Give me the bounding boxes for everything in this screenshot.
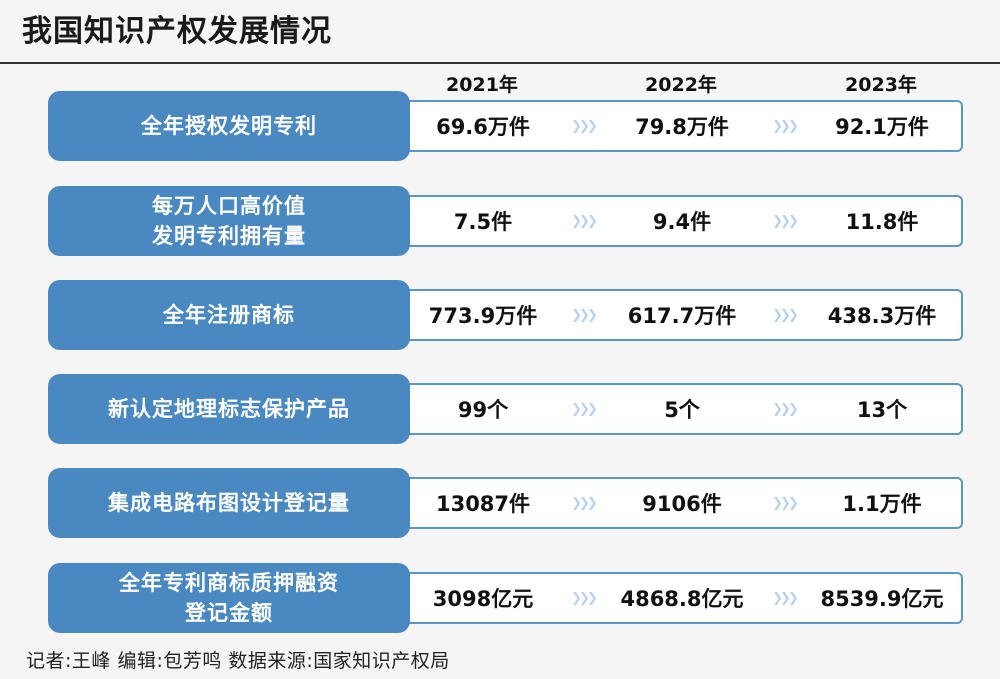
cell-value: 9.4件 <box>652 210 712 234</box>
table-row: 全年授权发明专利 69.6万件 79.8万件 92.1万件 ❯❯❯ ❯❯❯ <box>0 91 1000 161</box>
value-box <box>380 383 963 435</box>
chevron-arrow-icon: ❯❯❯ <box>571 590 598 606</box>
value-box <box>380 195 963 247</box>
footer-credits: 记者:王峰 编辑:包芳鸣 数据来源:国家知识产权局 <box>26 650 450 672</box>
chevron-arrow-icon: ❯❯❯ <box>571 495 598 511</box>
chevron-arrow-icon: ❯❯❯ <box>571 213 598 229</box>
chevron-arrow-icon: ❯❯❯ <box>571 401 598 417</box>
table-row: 每万人口高价值 发明专利拥有量 7.5件 9.4件 11.8件 ❯❯❯ ❯❯❯ <box>0 186 1000 256</box>
cell-value: 3098亿元 <box>432 587 534 611</box>
cell-value: 13个 <box>856 398 908 422</box>
row-label: 全年授权发明专利 <box>48 91 410 161</box>
value-box <box>380 572 963 624</box>
chevron-arrow-icon: ❯❯❯ <box>772 213 799 229</box>
table-row: 集成电路布图设计登记量 13087件 9106件 1.1万件 ❯❯❯ ❯❯❯ <box>0 468 1000 538</box>
row-label: 全年注册商标 <box>48 280 410 350</box>
chevron-arrow-icon: ❯❯❯ <box>772 590 799 606</box>
chevron-arrow-icon: ❯❯❯ <box>571 307 598 323</box>
table-row: 全年专利商标质押融资 登记金额 3098亿元 4868.8亿元 8539.9亿元 ❯❯❯… <box>0 563 1000 633</box>
value-box <box>380 477 963 529</box>
cell-value: 8539.9亿元 <box>820 587 944 611</box>
cell-value: 7.5件 <box>453 210 513 234</box>
chevron-arrow-icon: ❯❯❯ <box>772 307 799 323</box>
year-header-2022: 2022年 <box>645 74 717 96</box>
chevron-arrow-icon: ❯❯❯ <box>571 118 598 134</box>
row-label: 全年专利商标质押融资 登记金额 <box>48 563 410 633</box>
cell-value: 69.6万件 <box>436 115 530 139</box>
cell-value: 13087件 <box>435 492 531 516</box>
cell-value: 617.7万件 <box>627 304 737 328</box>
table-row: 全年注册商标 773.9万件 617.7万件 438.3万件 ❯❯❯ ❯❯❯ <box>0 280 1000 350</box>
cell-value: 5个 <box>664 398 700 422</box>
value-box <box>380 100 963 152</box>
row-label: 每万人口高价值 发明专利拥有量 <box>48 186 410 256</box>
value-box <box>380 289 963 341</box>
cell-value: 773.9万件 <box>428 304 538 328</box>
table-row: 新认定地理标志保护产品 99个 5个 13个 ❯❯❯ ❯❯❯ <box>0 374 1000 444</box>
year-header-2023: 2023年 <box>845 74 917 96</box>
row-label: 新认定地理标志保护产品 <box>48 374 410 444</box>
page-title: 我国知识产权发展情况 <box>22 14 332 49</box>
cell-value: 4868.8亿元 <box>620 587 744 611</box>
chevron-arrow-icon: ❯❯❯ <box>772 118 799 134</box>
cell-value: 438.3万件 <box>827 304 937 328</box>
cell-value: 99个 <box>457 398 509 422</box>
cell-value: 79.8万件 <box>635 115 729 139</box>
cell-value: 92.1万件 <box>835 115 929 139</box>
cell-value: 9106件 <box>642 492 722 516</box>
year-header-2021: 2021年 <box>446 74 518 96</box>
cell-value: 11.8件 <box>845 210 919 234</box>
cell-value: 1.1万件 <box>842 492 922 516</box>
row-label: 集成电路布图设计登记量 <box>48 468 410 538</box>
title-divider <box>0 62 1000 64</box>
chevron-arrow-icon: ❯❯❯ <box>772 401 799 417</box>
chevron-arrow-icon: ❯❯❯ <box>772 495 799 511</box>
